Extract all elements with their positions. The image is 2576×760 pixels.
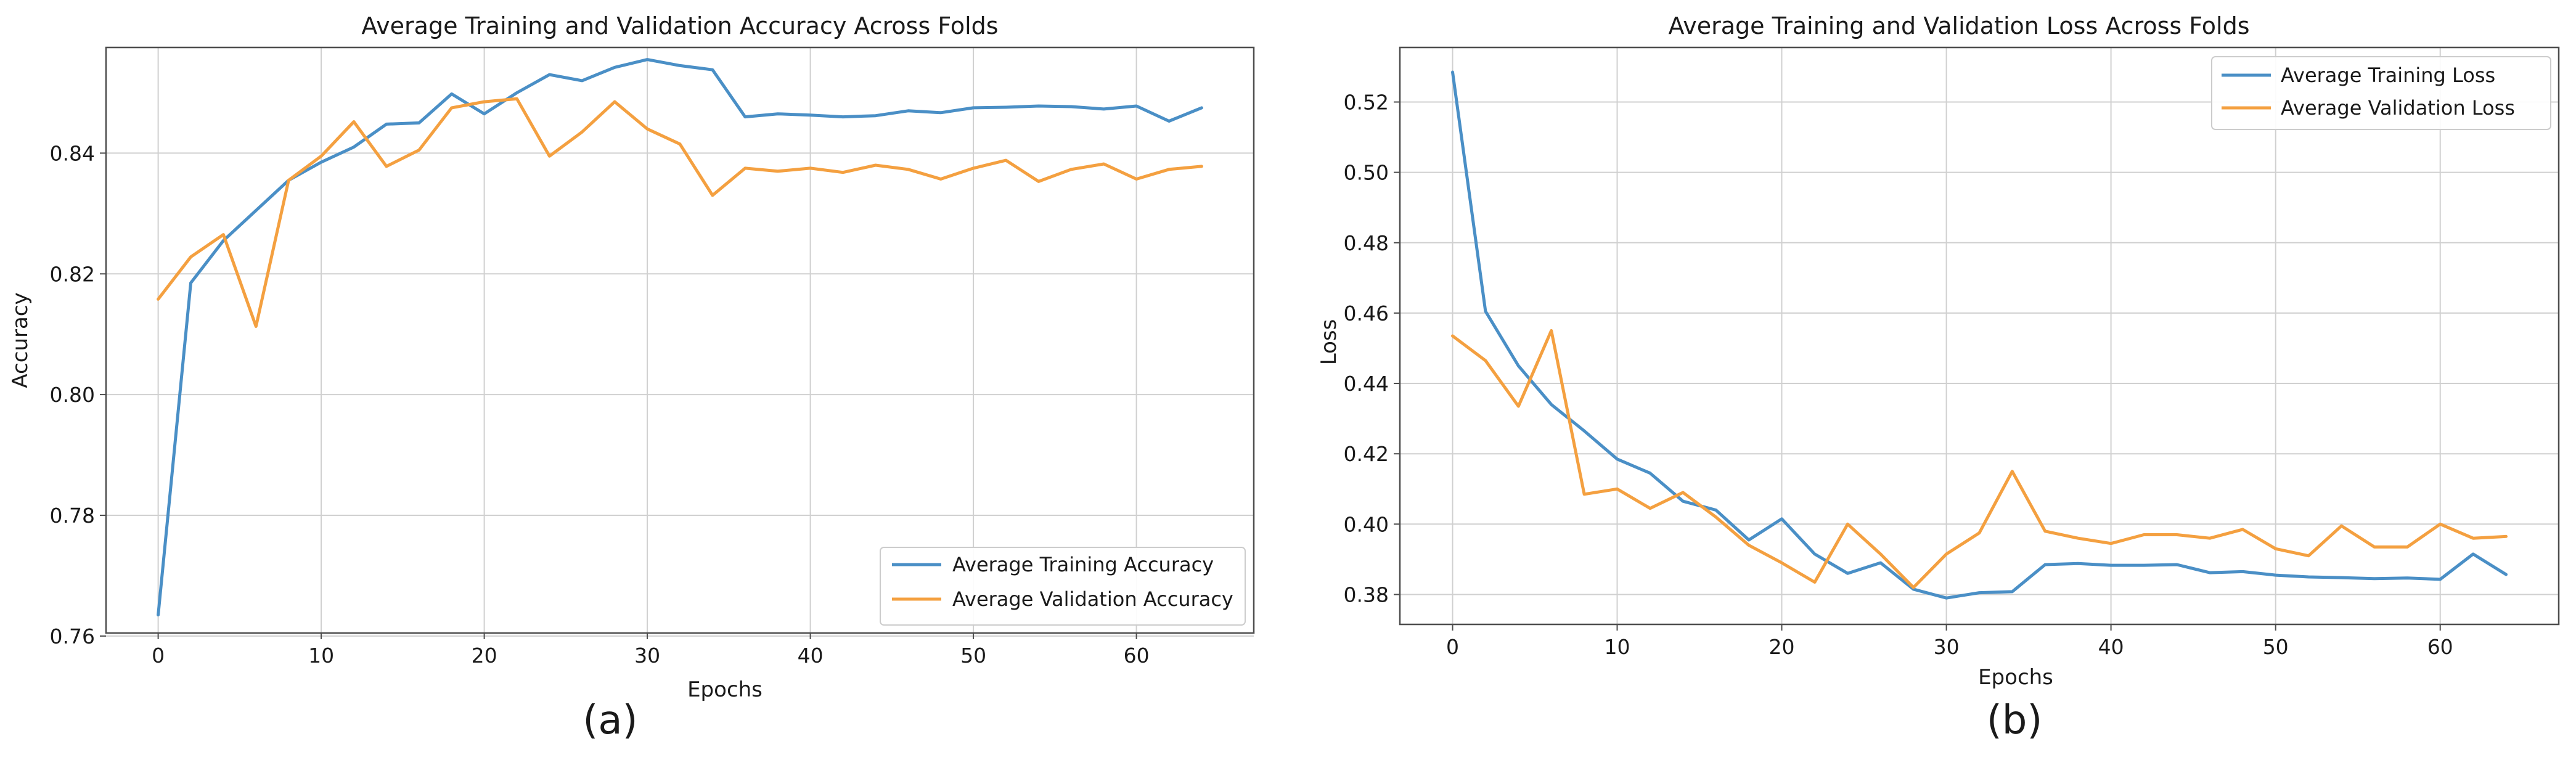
loss-y-tick-label: 0.46 xyxy=(1344,301,1389,325)
loss-caption: (b) xyxy=(1987,698,2043,743)
loss-plot-frame xyxy=(1399,46,2560,626)
loss-x-tick-label: 20 xyxy=(1769,635,1795,659)
loss-series-validation-line xyxy=(1451,329,2508,589)
loss-legend-label-training: Average Training Loss xyxy=(2281,63,2495,87)
accuracy-chart-title: Average Training and Validation Accuracy… xyxy=(361,12,998,39)
loss-series-training-line xyxy=(1451,70,2508,600)
accuracy-x-tick-label: 20 xyxy=(472,644,497,668)
accuracy-lines xyxy=(157,58,1203,617)
accuracy-series-validation-line xyxy=(157,97,1203,328)
accuracy-x-tick-label: 60 xyxy=(1124,644,1150,668)
accuracy-caption: (a) xyxy=(583,698,637,743)
accuracy-grid xyxy=(106,47,1254,637)
loss-y-tick-label: 0.40 xyxy=(1344,512,1389,536)
loss-x-tick-label: 10 xyxy=(1605,635,1630,659)
loss-x-tick-label: 50 xyxy=(2263,635,2289,659)
accuracy-x-tick-label: 40 xyxy=(798,644,824,668)
accuracy-y-tick-label: 0.80 xyxy=(50,383,95,407)
accuracy-x-tick-label: 30 xyxy=(634,644,660,668)
loss-chart: Average Training and Validation Loss Acr… xyxy=(1317,12,2560,743)
accuracy-x-tick-label: 50 xyxy=(960,644,986,668)
accuracy-y-tick-label: 0.82 xyxy=(50,262,95,286)
loss-x-ticks: 0 10 20 30 40 50 60 xyxy=(1446,624,2453,659)
accuracy-y-axis-label: Accuracy xyxy=(8,292,33,388)
accuracy-chart: Average Training and Validation Accuracy… xyxy=(8,12,1255,743)
accuracy-x-axis-label: Epochs xyxy=(687,677,763,702)
accuracy-x-ticks: 0 10 20 30 40 50 60 xyxy=(152,633,1150,668)
accuracy-y-tick-label: 0.76 xyxy=(50,624,95,648)
accuracy-plot-frame xyxy=(105,46,1255,634)
loss-y-tick-label: 0.48 xyxy=(1344,231,1389,255)
loss-legend-label-validation: Average Validation Loss xyxy=(2281,96,2515,120)
loss-y-tick-label: 0.44 xyxy=(1344,372,1389,396)
accuracy-legend-label-validation: Average Validation Accuracy xyxy=(952,587,1233,611)
accuracy-legend-label-training: Average Training Accuracy xyxy=(952,553,1214,576)
accuracy-y-ticks: 0.76 0.78 0.80 0.82 0.84 xyxy=(50,141,106,648)
accuracy-y-tick-label: 0.78 xyxy=(50,504,95,528)
loss-y-ticks: 0.38 0.40 0.42 0.44 0.46 0.48 0.50 0.52 xyxy=(1344,91,1400,607)
accuracy-legend: Average Training Accuracy Average Valida… xyxy=(880,547,1246,626)
loss-x-tick-label: 0 xyxy=(1446,635,1459,659)
loss-x-tick-label: 30 xyxy=(1934,635,1960,659)
loss-y-tick-label: 0.50 xyxy=(1344,161,1389,185)
loss-x-tick-label: 60 xyxy=(2427,635,2453,659)
loss-y-tick-label: 0.42 xyxy=(1344,442,1389,466)
accuracy-y-tick-label: 0.84 xyxy=(50,141,95,165)
loss-chart-title: Average Training and Validation Loss Acr… xyxy=(1668,12,2249,39)
loss-y-tick-label: 0.52 xyxy=(1344,91,1389,115)
loss-y-tick-label: 0.38 xyxy=(1344,583,1389,607)
loss-lines xyxy=(1451,70,2508,600)
loss-x-tick-label: 40 xyxy=(2098,635,2124,659)
loss-legend-box xyxy=(2211,56,2551,130)
accuracy-legend-box xyxy=(880,547,1246,626)
accuracy-x-tick-label: 0 xyxy=(152,644,165,668)
loss-legend: Average Training Loss Average Validation… xyxy=(2211,56,2551,130)
loss-x-axis-label: Epochs xyxy=(1978,665,2053,690)
accuracy-x-tick-label: 10 xyxy=(308,644,334,668)
accuracy-series-training-line xyxy=(157,58,1203,617)
loss-y-axis-label: Loss xyxy=(1317,319,1341,366)
